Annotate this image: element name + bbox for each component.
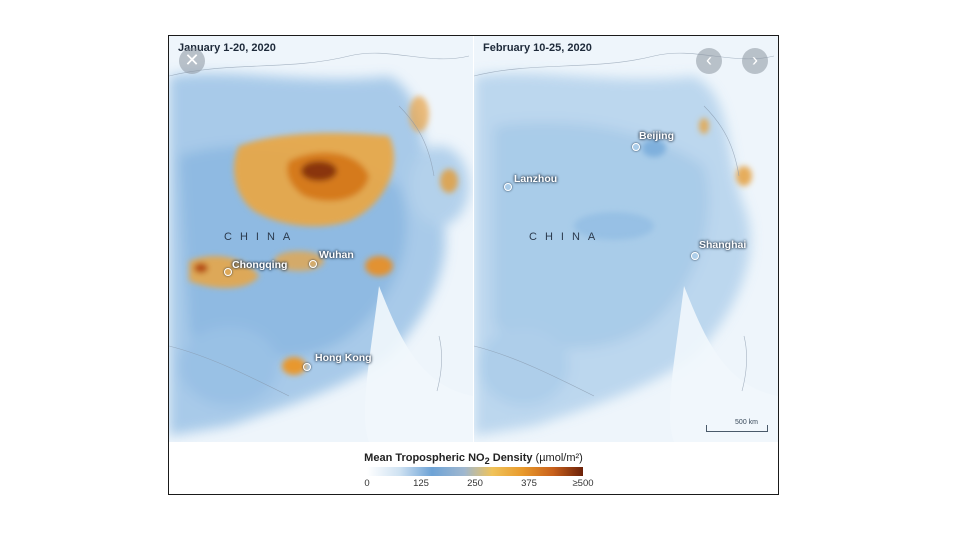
country-label: CHINA [224, 231, 299, 243]
legend-tick: 375 [521, 478, 537, 489]
next-button[interactable]: › [742, 48, 768, 74]
legend-title-suffix: Density [489, 452, 533, 464]
chevron-left-icon: ‹ [706, 50, 712, 70]
legend-color-bar [367, 467, 583, 476]
map-panel-january: January 1-20, 2020 CHINA Chongqing Wuhan… [169, 36, 473, 442]
map-panel-february: February 10-25, 2020 CHINA Beijing Lanzh… [474, 36, 778, 442]
city-marker [224, 268, 232, 276]
close-icon: ✕ [184, 50, 200, 70]
chevron-right-icon: › [752, 50, 758, 70]
legend-title-subscript: 2 [484, 456, 490, 467]
scale-label: 500 km [735, 419, 758, 426]
legend-tick: 125 [413, 478, 429, 489]
scale-bar [706, 425, 768, 432]
city-marker [303, 363, 311, 371]
map-comparison: January 1-20, 2020 CHINA Chongqing Wuhan… [169, 36, 778, 442]
legend-title-prefix: Mean Tropospheric NO [364, 452, 485, 464]
color-legend: Mean Tropospheric NO2 Density (µmol/m²) … [169, 442, 778, 494]
image-frame: January 1-20, 2020 CHINA Chongqing Wuhan… [168, 35, 779, 495]
country-label: CHINA [529, 231, 604, 243]
city-marker [691, 252, 699, 260]
date-label: February 10-25, 2020 [483, 42, 592, 54]
no2-map-february [474, 36, 778, 442]
previous-button[interactable]: ‹ [696, 48, 722, 74]
no2-map-january [169, 36, 473, 442]
legend-title: Mean Tropospheric NO2 Density (µmol/m²) [169, 452, 778, 466]
city-marker [309, 260, 317, 268]
legend-tick: ≥500 [572, 478, 594, 489]
date-label: January 1-20, 2020 [178, 42, 276, 54]
city-label-shanghai: Shanghai [699, 239, 747, 251]
legend-unit: (µmol/m²) [535, 452, 583, 464]
city-marker [504, 183, 512, 191]
legend-tick: 0 [364, 478, 370, 489]
close-button[interactable]: ✕ [179, 48, 205, 74]
city-label-wuhan: Wuhan [319, 249, 354, 261]
legend-tick: 250 [467, 478, 483, 489]
panel-divider [473, 36, 474, 442]
city-label-chongqing: Chongqing [232, 259, 288, 271]
city-label-beijing: Beijing [639, 130, 675, 142]
city-label-hong-kong: Hong Kong [315, 352, 372, 364]
city-marker [632, 143, 640, 151]
city-label-lanzhou: Lanzhou [514, 173, 558, 185]
